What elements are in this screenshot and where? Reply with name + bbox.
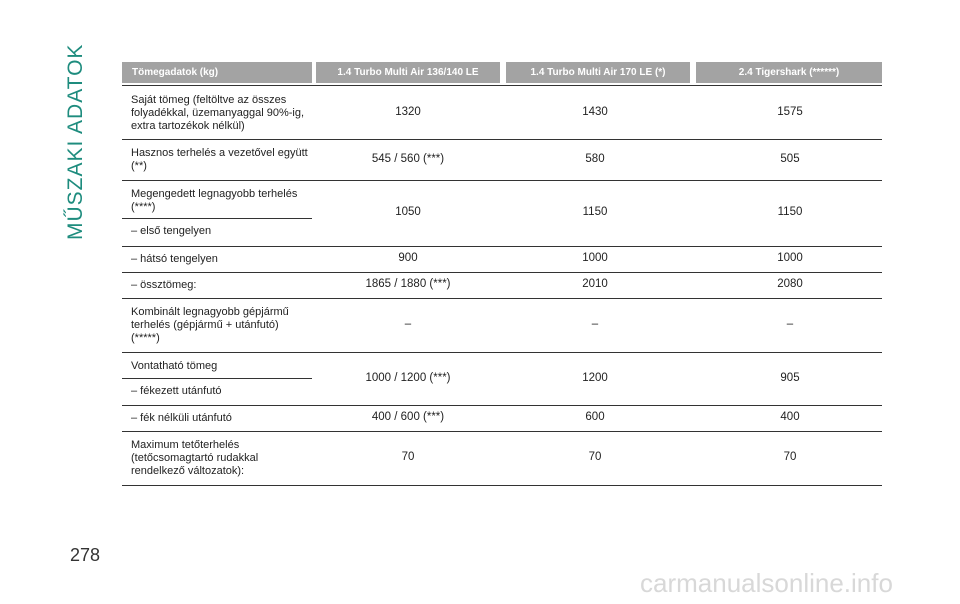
page-number: 278 <box>70 545 101 565</box>
side-title: MŰSZAKI ADATOK <box>64 43 87 240</box>
sub-rule <box>122 218 312 219</box>
cell-value: 2010 <box>582 278 608 290</box>
row-rule <box>122 405 882 406</box>
cell-value: 580 <box>585 152 605 165</box>
rule <box>122 85 882 86</box>
row-rule <box>122 485 882 486</box>
cell-value: 1000 / 1200 (***) <box>365 371 451 384</box>
row-rule <box>122 272 882 273</box>
row-label: terhelés (gépjármű + utánfutó) <box>131 318 279 331</box>
cell-value: 70 <box>783 451 797 463</box>
row-label: Saját tömeg (feltöltve az összes <box>131 93 287 106</box>
row-label: (tetőcsomagtartó rudakkal <box>131 451 259 464</box>
cell-value: – <box>404 318 412 330</box>
row-label: (****) <box>131 201 156 213</box>
row-label: (*****) <box>131 331 160 344</box>
cell-value: 600 <box>585 411 605 423</box>
cell-value: 70 <box>588 451 602 463</box>
cell-value: 70 <box>401 451 415 463</box>
watermark: carmanualsonline.info <box>640 568 893 598</box>
cell-value: – <box>591 318 599 330</box>
header-cell: Tömegadatok (kg) <box>122 62 312 83</box>
cell-value: 1320 <box>395 106 421 118</box>
cell-value: 400 / 600 (***) <box>371 411 445 423</box>
header-cell: 2.4 Tigershark (******) <box>696 62 882 83</box>
row-sublabel: – fékezett utánfutó <box>131 385 222 397</box>
row-rule <box>122 352 882 353</box>
row-label: Kombinált legnagyobb gépjármű <box>131 305 289 318</box>
row-rule <box>122 431 882 432</box>
cell-value: 1575 <box>777 106 803 118</box>
cell-value: 400 <box>780 411 800 423</box>
row-label: folyadékkal, üzemanyaggal 90%-ig, <box>131 106 305 119</box>
row-label: – fék nélküli utánfutó <box>131 411 232 424</box>
row-label: Hasznos terhelés a vezetővel együtt <box>131 146 308 159</box>
cell-value: 1200 <box>582 371 608 384</box>
cell-value: 1000 <box>582 252 608 264</box>
row-rule <box>122 246 882 247</box>
cell-value: 545 / 560 (***) <box>371 152 445 165</box>
row-rule <box>122 139 882 140</box>
row-label: – össztömeg: <box>131 278 197 291</box>
cell-value: 505 <box>780 152 800 165</box>
row-label: rendelkező változatok): <box>131 464 245 477</box>
row-sublabel: – első tengelyen <box>131 225 212 237</box>
cell-value: 1865 / 1880 (***) <box>365 278 451 290</box>
row-label: – hátsó tengelyen <box>131 252 218 265</box>
row-label: extra tartozékok nélkül) <box>131 119 245 132</box>
cell-value: 1430 <box>582 106 608 118</box>
row-label: Vontatható tömeg <box>131 360 218 372</box>
cell-value: 900 <box>398 252 418 264</box>
cell-value: 1000 <box>777 252 803 264</box>
cell-value: 905 <box>780 371 800 384</box>
cell-value: – <box>786 318 794 330</box>
row-label: Maximum tetőterhelés <box>131 438 240 451</box>
header-cell: 1.4 Turbo Multi Air 136/140 LE <box>316 62 500 83</box>
cell-value: 1150 <box>777 206 803 218</box>
row-rule <box>122 298 882 299</box>
header-cell: 1.4 Turbo Multi Air 170 LE (*) <box>506 62 690 83</box>
cell-value: 1150 <box>582 206 608 218</box>
row-rule <box>122 180 882 181</box>
sub-rule <box>122 378 312 379</box>
row-label: (**) <box>131 159 147 172</box>
cell-value: 1050 <box>395 206 421 218</box>
cell-value: 2080 <box>777 278 803 290</box>
row-label: Megengedett legnagyobb terhelés <box>131 188 298 200</box>
